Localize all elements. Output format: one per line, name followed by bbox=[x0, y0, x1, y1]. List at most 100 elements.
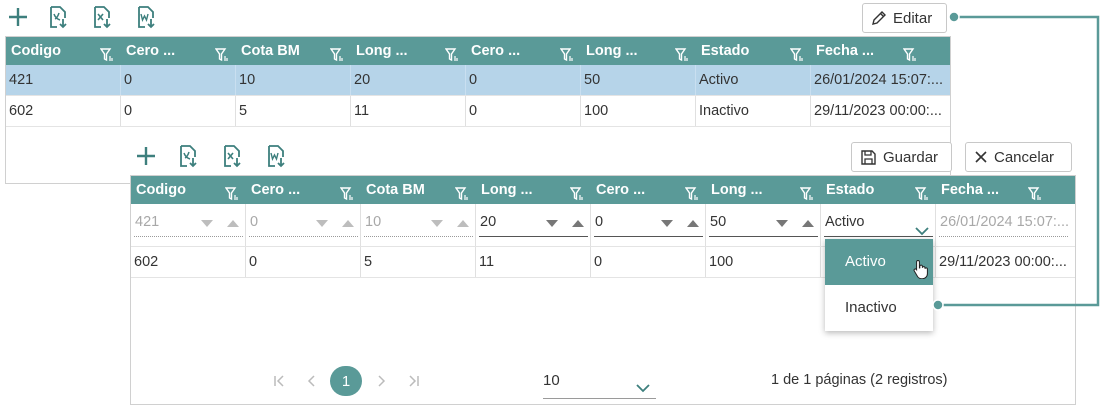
table-cell[interactable]: 5 bbox=[361, 247, 476, 277]
filter-icon[interactable] bbox=[224, 183, 239, 204]
table-cell[interactable]: 20 bbox=[351, 65, 466, 95]
top-toolbar bbox=[0, 1, 168, 33]
table-cell[interactable]: 602 bbox=[131, 247, 246, 277]
table-row[interactable]: 602 0 5 11 0 100 29/11/2023 00:00:... bbox=[131, 247, 1075, 278]
filter-icon[interactable] bbox=[569, 183, 584, 204]
save-button[interactable]: Guardar bbox=[851, 142, 952, 172]
export-word-icon[interactable] bbox=[124, 1, 168, 33]
save-icon bbox=[861, 149, 876, 165]
table-row[interactable]: 421 0 10 20 0 50 Activo 26/01/2024 15:07… bbox=[6, 65, 950, 96]
increment-icon[interactable] bbox=[572, 220, 584, 227]
table-cell[interactable]: Activo bbox=[696, 65, 811, 95]
export-excel-icon[interactable] bbox=[210, 140, 254, 172]
column-header[interactable]: Estado bbox=[821, 176, 936, 204]
page-size-select[interactable]: 10 bbox=[543, 366, 656, 399]
table-row[interactable]: 602 0 5 11 0 100 Inactivo 29/11/2023 00:… bbox=[6, 96, 950, 127]
add-icon[interactable] bbox=[0, 1, 36, 33]
filter-icon[interactable] bbox=[684, 183, 699, 204]
table-cell[interactable] bbox=[821, 247, 936, 277]
save-button-label: Guardar bbox=[883, 148, 939, 166]
cero2-value: 0 bbox=[595, 214, 604, 230]
filter-icon[interactable] bbox=[339, 183, 354, 204]
filter-icon[interactable] bbox=[454, 183, 469, 204]
decrement-icon[interactable] bbox=[661, 220, 673, 227]
filter-icon[interactable] bbox=[674, 44, 689, 65]
filter-icon[interactable] bbox=[99, 44, 114, 65]
filter-icon[interactable] bbox=[559, 44, 574, 65]
export-pdf-icon[interactable] bbox=[166, 140, 210, 172]
table-cell[interactable]: 0 bbox=[466, 96, 581, 126]
increment-icon[interactable] bbox=[802, 220, 814, 227]
column-header[interactable]: Cero ... bbox=[121, 37, 236, 65]
column-header[interactable]: Estado bbox=[696, 37, 811, 65]
column-header[interactable]: Cero ... bbox=[591, 176, 706, 204]
column-header[interactable]: Cero ... bbox=[246, 176, 361, 204]
table-cell[interactable]: 602 bbox=[6, 96, 121, 126]
estado-select[interactable]: Activo bbox=[824, 208, 933, 237]
export-excel-icon[interactable] bbox=[80, 1, 124, 33]
dropdown-option-activo[interactable]: Activo bbox=[825, 239, 933, 285]
page-number-button[interactable]: 1 bbox=[330, 366, 362, 396]
long1-input[interactable]: 20 bbox=[479, 208, 588, 237]
column-header[interactable]: Codigo bbox=[131, 176, 246, 204]
table-cell[interactable]: 0 bbox=[121, 96, 236, 126]
table-cell[interactable]: 0 bbox=[466, 65, 581, 95]
column-header[interactable]: Fecha ... bbox=[936, 176, 1070, 204]
column-header[interactable]: Long ... bbox=[476, 176, 591, 204]
column-header[interactable]: Codigo bbox=[6, 37, 121, 65]
table-cell[interactable]: 0 bbox=[591, 247, 706, 277]
table-cell[interactable]: 29/11/2023 00:00:... bbox=[939, 254, 1067, 270]
column-header[interactable]: Fecha ... bbox=[811, 37, 945, 65]
first-page-icon[interactable] bbox=[262, 366, 295, 396]
column-header[interactable]: Cota BM bbox=[361, 176, 476, 204]
table-cell[interactable]: 29/11/2023 00:00:... bbox=[814, 103, 942, 119]
table-cell[interactable]: 50 bbox=[581, 65, 696, 95]
filter-icon[interactable] bbox=[799, 183, 814, 204]
bottom-toolbar bbox=[126, 140, 298, 172]
table-cell[interactable]: 100 bbox=[581, 96, 696, 126]
decrement-icon[interactable] bbox=[546, 220, 558, 227]
increment-icon[interactable] bbox=[687, 220, 699, 227]
filter-icon[interactable] bbox=[444, 44, 459, 65]
table-cell[interactable]: 5 bbox=[236, 96, 351, 126]
export-word-icon[interactable] bbox=[254, 140, 298, 172]
cero2-input[interactable]: 0 bbox=[594, 208, 703, 237]
export-pdf-icon[interactable] bbox=[36, 1, 80, 33]
column-header[interactable]: Cero ... bbox=[466, 37, 581, 65]
column-header[interactable]: Long ... bbox=[581, 37, 696, 65]
next-page-icon[interactable] bbox=[364, 366, 397, 396]
estado-value: Activo bbox=[825, 214, 865, 230]
filter-icon[interactable] bbox=[914, 183, 929, 204]
table-cell[interactable]: 10 bbox=[236, 65, 351, 95]
chevron-down-icon[interactable] bbox=[915, 218, 929, 236]
cero1-input: 0 bbox=[249, 208, 358, 237]
table-cell[interactable]: Inactivo bbox=[696, 96, 811, 126]
dropdown-option-inactivo[interactable]: Inactivo bbox=[825, 285, 933, 331]
fecha-cell: 26/01/2024 15:07:... bbox=[936, 204, 1070, 246]
table-cell[interactable]: 421 bbox=[6, 65, 121, 95]
filter-icon[interactable] bbox=[789, 44, 804, 65]
table-cell[interactable]: 0 bbox=[121, 65, 236, 95]
cancel-button-label: Cancelar bbox=[994, 148, 1055, 166]
decrement-icon[interactable] bbox=[776, 220, 788, 227]
filter-icon[interactable] bbox=[1027, 183, 1042, 204]
table-cell[interactable]: 100 bbox=[706, 247, 821, 277]
previous-page-icon[interactable] bbox=[295, 366, 328, 396]
filter-icon[interactable] bbox=[214, 44, 229, 65]
table-cell[interactable]: 0 bbox=[246, 247, 361, 277]
column-header[interactable]: Long ... bbox=[706, 176, 821, 204]
column-header[interactable]: Long ... bbox=[351, 37, 466, 65]
table-cell[interactable]: 11 bbox=[351, 96, 466, 126]
last-page-icon[interactable] bbox=[397, 366, 430, 396]
decrement-icon bbox=[201, 220, 213, 227]
filter-icon[interactable] bbox=[902, 44, 917, 65]
cancel-button[interactable]: Cancelar bbox=[965, 142, 1072, 172]
column-header[interactable]: Cota BM bbox=[236, 37, 351, 65]
filter-icon[interactable] bbox=[329, 44, 344, 65]
table-cell[interactable]: 11 bbox=[476, 247, 591, 277]
decrement-icon bbox=[431, 220, 443, 227]
long2-input[interactable]: 50 bbox=[709, 208, 818, 237]
edit-button[interactable]: Editar bbox=[862, 3, 947, 33]
table-cell[interactable]: 26/01/2024 15:07:... bbox=[814, 72, 943, 88]
add-icon[interactable] bbox=[126, 140, 166, 172]
